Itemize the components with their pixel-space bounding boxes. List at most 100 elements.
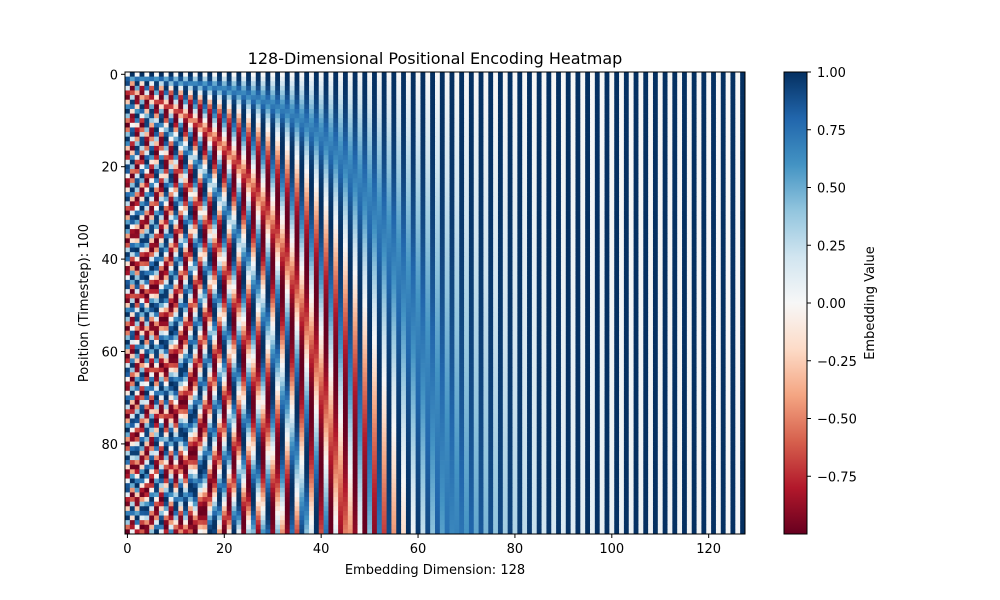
- heatmap-cell: [168, 224, 174, 230]
- heatmap-cell: [648, 159, 654, 165]
- heatmap-cell: [740, 113, 746, 119]
- heatmap-cell: [720, 238, 726, 244]
- heatmap-cell: [459, 205, 465, 211]
- heatmap-cell: [711, 215, 717, 221]
- heatmap-cell: [459, 215, 465, 221]
- heatmap-cell: [352, 229, 358, 235]
- heatmap-cell: [270, 187, 276, 193]
- heatmap-cell: [367, 159, 373, 165]
- heatmap-cell: [493, 233, 499, 239]
- heatmap-cell: [299, 233, 305, 239]
- heatmap-cell: [439, 95, 446, 101]
- heatmap-cell: [439, 173, 446, 179]
- heatmap-cell: [304, 159, 310, 165]
- heatmap-cell: [391, 187, 397, 193]
- heatmap-cell: [425, 90, 431, 96]
- heatmap-cell: [691, 118, 697, 124]
- heatmap-cell: [299, 127, 305, 133]
- heatmap-cell: [686, 118, 693, 124]
- heatmap-cell: [289, 178, 295, 184]
- heatmap-cell: [318, 145, 324, 151]
- heatmap-cell: [459, 187, 465, 193]
- heatmap-cell: [672, 81, 678, 87]
- heatmap-cell: [478, 215, 484, 221]
- heatmap-cell: [347, 81, 354, 87]
- heatmap-cell: [657, 196, 664, 202]
- heatmap-cell: [711, 118, 717, 124]
- heatmap-cell: [367, 242, 373, 248]
- heatmap-cell: [221, 104, 228, 110]
- heatmap-cell: [536, 182, 542, 188]
- heatmap-cell: [686, 122, 693, 128]
- heatmap-cell: [594, 72, 601, 77]
- heatmap-cell: [250, 99, 257, 105]
- heatmap-cell: [517, 159, 523, 165]
- heatmap-cell: [396, 132, 402, 138]
- heatmap-cell: [556, 224, 562, 230]
- heatmap-cell: [682, 104, 688, 110]
- heatmap-cell: [410, 196, 416, 202]
- heatmap-cell: [381, 210, 387, 216]
- heatmap-cell: [657, 150, 664, 156]
- heatmap-cell: [614, 238, 620, 244]
- heatmap-cell: [280, 145, 286, 151]
- heatmap-cell: [536, 145, 542, 151]
- heatmap-cell: [313, 150, 320, 156]
- heatmap-cell: [236, 201, 242, 207]
- heatmap-cell: [168, 136, 174, 142]
- heatmap-cell: [129, 95, 136, 101]
- heatmap-cell: [284, 196, 291, 202]
- heatmap-cell: [284, 81, 291, 87]
- heatmap-cell: [551, 169, 557, 174]
- heatmap-cell: [299, 169, 305, 174]
- heatmap-cell: [725, 76, 731, 82]
- heatmap-cell: [241, 187, 247, 193]
- heatmap-cell: [536, 224, 542, 230]
- heatmap-cell: [439, 247, 446, 253]
- heatmap-cell: [570, 76, 576, 82]
- heatmap-cell: [464, 108, 470, 114]
- heatmap-cell: [309, 122, 315, 128]
- heatmap-cell: [333, 136, 339, 142]
- heatmap-cell: [236, 178, 242, 184]
- heatmap-cell: [255, 187, 261, 193]
- heatmap-cell: [715, 233, 722, 239]
- heatmap-cell: [696, 210, 702, 216]
- heatmap-cell: [405, 104, 412, 110]
- heatmap-cell: [560, 118, 567, 124]
- heatmap-cell: [246, 72, 252, 77]
- heatmap-cell: [531, 242, 538, 248]
- heatmap-cell: [415, 108, 421, 114]
- heatmap-cell: [294, 169, 300, 174]
- heatmap-cell: [619, 108, 625, 114]
- heatmap-cell: [250, 173, 257, 179]
- heatmap-cell: [265, 205, 271, 211]
- heatmap-cell: [265, 95, 271, 101]
- heatmap-cell: [362, 233, 368, 239]
- heatmap-cell: [623, 196, 630, 202]
- heatmap-cell: [483, 90, 489, 96]
- heatmap-cell: [439, 224, 446, 230]
- heatmap-cell: [347, 192, 354, 198]
- heatmap-cell: [125, 219, 131, 225]
- heatmap-cell: [706, 76, 712, 82]
- heatmap-cell: [347, 95, 354, 101]
- heatmap-cell: [241, 159, 247, 165]
- heatmap-cell: [396, 196, 402, 202]
- heatmap-cell: [682, 127, 688, 133]
- heatmap-cell: [352, 173, 358, 179]
- heatmap-cell: [672, 205, 678, 211]
- heatmap-cell: [493, 215, 499, 221]
- heatmap-cell: [691, 113, 697, 119]
- heatmap-cell: [139, 169, 145, 174]
- heatmap-cell: [420, 215, 426, 221]
- heatmap-cell: [192, 95, 199, 101]
- heatmap-cell: [338, 145, 344, 151]
- heatmap-cell: [696, 233, 702, 239]
- heatmap-cell: [367, 90, 373, 96]
- heatmap-cell: [260, 247, 266, 253]
- heatmap-cell: [270, 76, 276, 82]
- heatmap-cell: [173, 178, 179, 184]
- heatmap-cell: [362, 164, 368, 170]
- heatmap-cell: [420, 196, 426, 202]
